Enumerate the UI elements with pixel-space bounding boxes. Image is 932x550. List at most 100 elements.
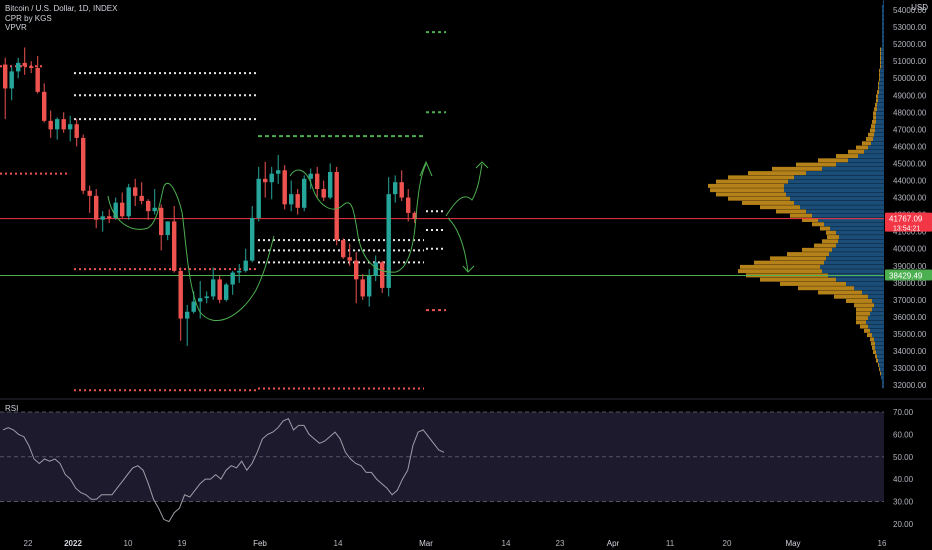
volume-profile-bar [834, 294, 868, 299]
volume-profile-bar [877, 107, 884, 112]
volume-profile-bar [876, 111, 884, 116]
candle-body [126, 187, 131, 217]
volume-profile-bar [882, 30, 884, 35]
volume-profile-bar [874, 107, 877, 112]
volume-profile-bar [814, 243, 836, 248]
time-axis-label: Apr [607, 539, 620, 548]
volume-profile-bar [882, 21, 884, 26]
volume-profile-bar [748, 171, 806, 176]
volume-profile-bar [880, 367, 884, 372]
volume-profile-bar [880, 60, 881, 65]
volume-profile-bar [873, 137, 884, 141]
time-axis-label: 11 [666, 539, 675, 548]
price-tick-label: 47000.00 [893, 125, 927, 134]
volume-profile-bar [812, 213, 884, 218]
volume-profile-bar [860, 324, 868, 329]
trend-drawing [107, 183, 275, 321]
volume-profile-bar [856, 145, 868, 150]
volume-profile-bar [871, 141, 884, 146]
candle-body [399, 182, 404, 198]
candle-body [367, 275, 372, 297]
volume-profile-bar [862, 141, 871, 146]
volume-profile-bar [740, 264, 820, 269]
time-axis-label: 23 [556, 539, 565, 548]
candle-body [204, 296, 209, 299]
indicator-vpvr-label[interactable]: VPVR [5, 23, 27, 32]
rsi-tick-label: 70.00 [893, 408, 914, 417]
indicator-cpr-label[interactable]: CPR by KGS [5, 13, 52, 23]
volume-profile-bar [882, 17, 884, 22]
candle-body [3, 64, 8, 89]
volume-profile-bar [878, 81, 879, 86]
candle-body [146, 200, 151, 212]
arrow-head-drawing [475, 161, 489, 169]
price-axis-label [885, 269, 932, 281]
volume-profile-bar [772, 166, 822, 171]
volume-profile-bar [879, 81, 884, 86]
rsi-pane-label[interactable]: RSI [5, 404, 19, 413]
volume-profile-bar [864, 149, 884, 154]
volume-profile-bar [848, 158, 884, 163]
volume-profile-bar [877, 354, 884, 359]
currency-label[interactable]: USD [911, 3, 928, 12]
volume-profile-bar [760, 277, 836, 282]
volume-profile-bar [802, 247, 832, 252]
volume-profile-bar [708, 183, 784, 188]
volume-profile-bar [738, 269, 822, 274]
candle-body [120, 202, 125, 217]
volume-profile-bar [818, 218, 884, 222]
volume-profile-bar [876, 115, 884, 120]
time-axis-label: May [785, 539, 800, 548]
volume-profile-bar [870, 128, 875, 133]
volume-profile-bar [856, 311, 870, 316]
volume-profile-bar [824, 260, 884, 265]
volume-profile-bar [877, 102, 884, 107]
candle-body [276, 170, 281, 174]
candle-body [321, 189, 326, 198]
time-axis-label: 14 [334, 539, 343, 548]
volume-profile-bar [870, 328, 884, 333]
volume-profile-bar [776, 209, 806, 214]
volume-profile-bar [871, 341, 875, 346]
candle-body [139, 195, 144, 201]
volume-profile-bar [874, 337, 884, 342]
price-axis-label-value: 41767.09 [889, 215, 923, 224]
price-tick-label: 54000.00 [893, 6, 927, 15]
candle-body [237, 270, 242, 273]
candle-body [250, 218, 255, 261]
trend-drawing [289, 163, 427, 273]
candle-body [87, 190, 92, 196]
candle-body [35, 67, 40, 92]
candle-body [211, 279, 216, 297]
volume-profile-bar [882, 13, 884, 18]
candle-body [165, 221, 170, 236]
volume-profile-bar [883, 0, 884, 5]
chart-legend: Bitcoin / U.S. Dollar, 1D, INDEX CPR by … [5, 4, 117, 33]
volume-profile-bar [798, 286, 854, 291]
candle-body [68, 124, 73, 130]
time-axis-label: Mar [419, 539, 433, 548]
time-axis-label: 2022 [64, 539, 82, 548]
volume-profile-bar [822, 166, 884, 171]
volume-profile-bar [878, 362, 879, 367]
price-tick-label: 53000.00 [893, 23, 927, 32]
volume-profile-bar [806, 209, 884, 214]
volume-profile-bar [854, 303, 874, 308]
volume-profile-bar [876, 98, 878, 103]
arrow-head-drawing [419, 160, 433, 177]
time-axis-label: 14 [502, 539, 511, 548]
price-axis-label-value: 38429.49 [889, 271, 923, 280]
candle-body [295, 194, 300, 208]
candle-body [152, 207, 157, 212]
price-tick-label: 43000.00 [893, 194, 927, 203]
volume-profile-bar [875, 102, 877, 107]
symbol-title[interactable]: Bitcoin / U.S. Dollar, 1D, INDEX [5, 4, 118, 13]
volume-profile-bar [786, 192, 884, 197]
price-tick-label: 51000.00 [893, 57, 927, 66]
volume-profile-bar [836, 162, 884, 167]
volume-profile-bar [882, 43, 884, 48]
candle-body [159, 207, 164, 236]
candle-body [113, 202, 118, 219]
volume-profile-bar [787, 252, 829, 257]
